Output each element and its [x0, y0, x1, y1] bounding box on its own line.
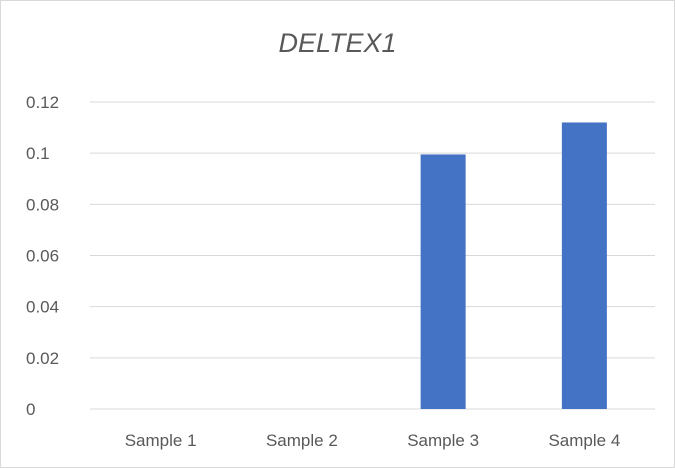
y-tick-label: 0.08 [26, 195, 59, 214]
x-tick-label: Sample 3 [407, 431, 479, 450]
x-tick-label: Sample 1 [125, 431, 197, 450]
y-tick-label: 0.12 [26, 93, 59, 112]
x-tick-label: Sample 2 [266, 431, 338, 450]
y-tick-label: 0.02 [26, 349, 59, 368]
y-tick-label: 0.06 [26, 247, 59, 266]
bar-3 [420, 154, 466, 409]
chart-title: DELTEX1 [278, 28, 397, 58]
bar-4 [561, 122, 607, 409]
x-tick-label: Sample 4 [548, 431, 620, 450]
y-tick-label: 0 [26, 400, 35, 419]
y-tick-label: 0.04 [26, 298, 59, 317]
y-tick-label: 0.1 [26, 144, 50, 163]
